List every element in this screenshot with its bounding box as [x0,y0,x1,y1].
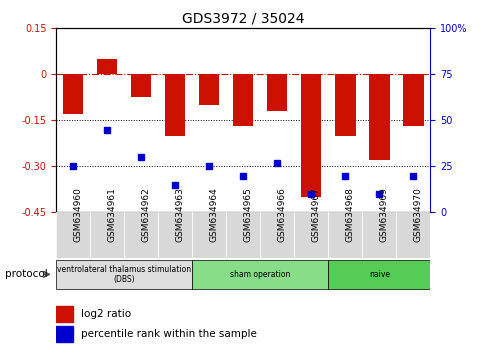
Text: GSM634963: GSM634963 [175,187,184,242]
Text: protocol: protocol [5,269,47,279]
Bar [199,74,219,105]
Bar [362,212,395,258]
Text: ventrolateral thalamus stimulation
(DBS): ventrolateral thalamus stimulation (DBS) [57,265,191,284]
Bar [327,212,362,258]
Bar [402,74,423,126]
Bar [158,212,192,258]
Bar [56,260,192,289]
Bar [131,74,151,97]
Bar [97,59,117,74]
Text: GSM634967: GSM634967 [311,187,320,242]
Title: GDS3972 / 35024: GDS3972 / 35024 [182,12,304,26]
Bar [192,212,226,258]
Bar [294,212,327,258]
Bar [63,74,83,114]
Bar [56,326,73,342]
Bar [327,260,429,289]
Bar [301,74,321,197]
Bar [56,306,73,321]
Text: log2 ratio: log2 ratio [81,309,130,319]
Bar [266,74,287,111]
Text: GSM634964: GSM634964 [209,187,218,242]
Text: GSM634960: GSM634960 [73,187,82,242]
Bar [368,74,389,160]
Text: GSM634962: GSM634962 [141,187,150,242]
Text: GSM634968: GSM634968 [345,187,354,242]
Bar [165,74,185,136]
Bar [192,260,327,289]
Text: GSM634970: GSM634970 [412,187,422,242]
Text: GSM634961: GSM634961 [107,187,116,242]
Text: percentile rank within the sample: percentile rank within the sample [81,329,256,339]
Bar [233,74,253,126]
Text: naive: naive [368,270,389,279]
Bar [90,212,124,258]
Text: GSM634965: GSM634965 [243,187,252,242]
Bar [334,74,355,136]
Bar [124,212,158,258]
Bar [226,212,260,258]
Text: GSM634969: GSM634969 [379,187,387,242]
Bar [56,212,90,258]
Text: sham operation: sham operation [230,270,290,279]
Bar [260,212,294,258]
Bar [395,212,429,258]
Text: GSM634966: GSM634966 [277,187,285,242]
